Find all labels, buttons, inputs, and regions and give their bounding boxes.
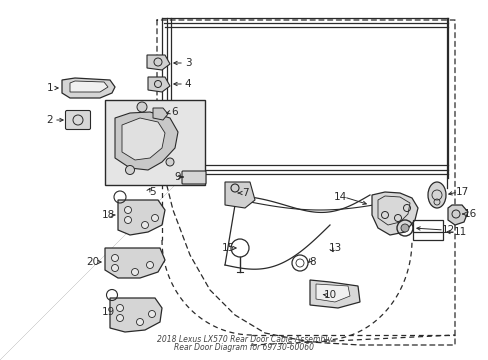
- Polygon shape: [122, 118, 164, 160]
- Circle shape: [148, 310, 155, 318]
- Text: 6: 6: [171, 107, 178, 117]
- FancyBboxPatch shape: [65, 111, 90, 130]
- Circle shape: [141, 221, 148, 229]
- Circle shape: [137, 102, 147, 112]
- Text: 13: 13: [328, 243, 341, 253]
- Text: 8: 8: [309, 257, 316, 267]
- Circle shape: [136, 319, 143, 325]
- Text: 1: 1: [46, 83, 53, 93]
- Polygon shape: [447, 205, 467, 225]
- Circle shape: [125, 166, 134, 175]
- Circle shape: [116, 305, 123, 311]
- Bar: [412, 220, 442, 240]
- Text: 3: 3: [184, 58, 191, 68]
- Polygon shape: [105, 248, 164, 278]
- Text: 20: 20: [86, 257, 100, 267]
- Circle shape: [124, 207, 131, 213]
- Text: 16: 16: [463, 209, 476, 219]
- Text: Rear Door Diagram for 69730-60060: Rear Door Diagram for 69730-60060: [174, 343, 313, 352]
- Text: 14: 14: [333, 192, 346, 202]
- Text: 11: 11: [452, 227, 466, 237]
- Text: 2: 2: [46, 115, 53, 125]
- Circle shape: [165, 158, 174, 166]
- Circle shape: [400, 224, 408, 232]
- Ellipse shape: [427, 182, 445, 208]
- Text: 15: 15: [221, 243, 234, 253]
- Polygon shape: [118, 200, 164, 235]
- Polygon shape: [371, 192, 417, 235]
- Polygon shape: [115, 112, 178, 170]
- Polygon shape: [148, 77, 170, 92]
- Polygon shape: [153, 108, 168, 120]
- Circle shape: [151, 215, 158, 221]
- Bar: [105, 100, 204, 185]
- FancyBboxPatch shape: [182, 171, 205, 184]
- Text: 9: 9: [174, 172, 181, 182]
- Text: 2018 Lexus LX570 Rear Door Cable Assembly: 2018 Lexus LX570 Rear Door Cable Assembl…: [156, 335, 331, 344]
- Circle shape: [131, 269, 138, 275]
- Text: 5: 5: [148, 187, 155, 197]
- Polygon shape: [110, 298, 162, 332]
- Text: 7: 7: [241, 188, 248, 198]
- Polygon shape: [70, 81, 108, 92]
- Circle shape: [146, 261, 153, 269]
- Text: 18: 18: [101, 210, 114, 220]
- Text: 19: 19: [101, 307, 114, 317]
- Circle shape: [111, 265, 118, 271]
- Text: 4: 4: [184, 79, 191, 89]
- Polygon shape: [315, 284, 349, 302]
- Text: 17: 17: [454, 187, 468, 197]
- Text: 12: 12: [441, 225, 454, 235]
- Polygon shape: [62, 78, 115, 98]
- Circle shape: [111, 255, 118, 261]
- Polygon shape: [147, 55, 170, 70]
- Polygon shape: [309, 280, 359, 308]
- Circle shape: [116, 315, 123, 321]
- Polygon shape: [224, 182, 254, 208]
- Circle shape: [124, 216, 131, 224]
- Text: 10: 10: [323, 290, 336, 300]
